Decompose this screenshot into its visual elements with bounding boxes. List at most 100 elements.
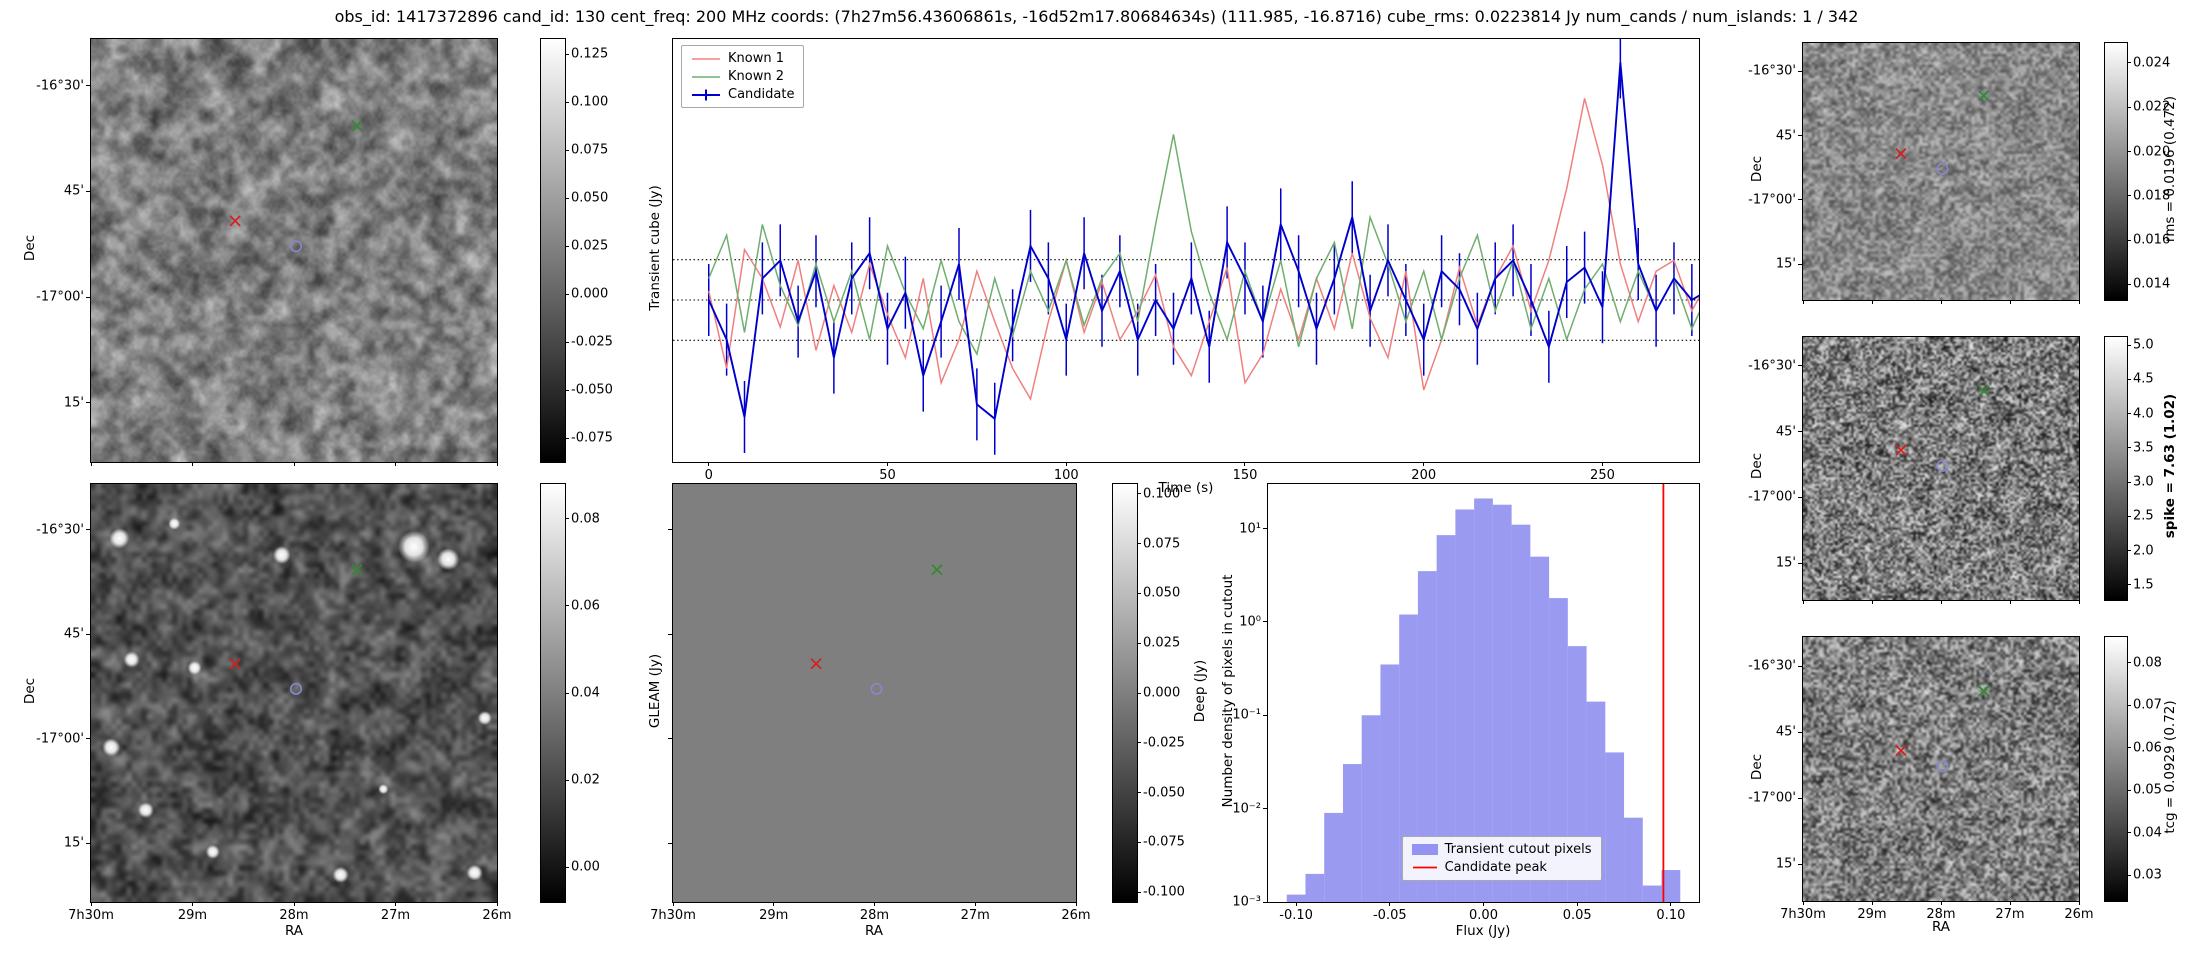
x-tickmark [496,462,498,466]
histogram-bar [1361,715,1381,902]
flux-tick-label: -0.05 [1372,908,1407,923]
colorbar-tick-label: 0.05 [2133,782,2162,798]
dec-tick-label: -16°30' [1748,658,1796,674]
x-tickmark [1802,300,1804,304]
colorbar-tick-label: 0.100 [1143,486,1181,502]
x-tickmark [1802,600,1804,604]
ra-tick-label: 29m [759,908,789,923]
ra-axis-label: RA [1931,919,1951,935]
y-tickmark [86,402,90,404]
x-tickmark [90,902,92,906]
legend-label: Candidate [728,87,795,102]
colorbar-tick-label: 0.02 [571,772,600,788]
colorbar-tickmark [2127,481,2131,483]
known-source-2-marker [351,120,363,132]
colorbar-tick-label: 0.125 [571,46,609,62]
legend-line-sample [1412,866,1437,869]
colorbar-tick-label: -0.100 [1143,884,1185,900]
ra-tick-label: 7h30m [68,908,114,923]
colorbar-tickmark [1137,742,1141,744]
colorbar-tickmark [565,341,569,343]
legend-line-sample [692,57,720,60]
histogram-bar [1474,498,1493,902]
colorbar-tick-label: 0.06 [571,598,600,614]
gleam-cutout-panel: -16°30' 45' -17°00' 15' 7h30m 29m 28m 27m 26m [36,483,512,923]
colorbar-tickmark [1137,792,1141,794]
colorbar-tickmark [2127,239,2131,241]
ra-axis-label: RA [864,923,884,939]
ra-tick-label: 26m [482,908,512,923]
x-tickmark [192,902,193,906]
dec-tick-label: 45' [1775,128,1796,144]
candidate-marker [290,240,303,253]
colorbar-tickmark [565,605,569,607]
colorbar-tick-label: 1.5 [2133,577,2154,593]
colorbar-tickmark [2127,584,2131,586]
known-source-2-marker [931,564,943,576]
dec-tick-label: -17°00' [1748,489,1796,505]
colorbar-tickmark [1137,543,1141,545]
colorbar-tickmark [1137,592,1141,594]
colorbar-tick-label: -0.075 [571,430,613,446]
colorbar-tick-label: 0.04 [571,685,600,701]
colorbar-tickmark [565,197,569,199]
candidate-marker [1936,162,1949,175]
colorbar-tickmark [2127,832,2131,834]
colorbar-tick-label: 0.050 [571,190,609,206]
histogram-bar [1511,524,1531,902]
density-tick-label: 10⁻³ [1232,894,1261,910]
pixel-histogram-panel: -0.10 -0.05 0.00 0.05 0.10 10¹ 10⁰ 10⁻¹ 10⁻² 10⁻³… [1232,483,1700,923]
colorbar-tick-label: 3.5 [2133,440,2154,456]
dec-tick-label: 15' [63,835,84,851]
colorbar-tick-label: 4.5 [2133,371,2154,387]
series-line-2 [708,134,1699,357]
colorbar-tick-label: 0.000 [571,286,609,302]
colorbar-tickmark [565,779,569,781]
x-tickmark [708,462,710,466]
time-axis-label: Time (s) [1158,480,1214,496]
time-tick-label: 250 [1590,468,1615,483]
candidate-errorbars [707,39,1693,455]
tcg-image [1803,637,2079,901]
ra-tick-label: 27m [960,908,990,923]
dec-tick-label: -16°30' [1748,63,1796,79]
colorbar-tick-label: -0.025 [571,334,613,350]
x-tickmark [1075,902,1077,906]
x-tickmark [1601,462,1603,466]
y-tickmark [86,633,90,635]
ra-tick-label: 26m [1061,908,1091,923]
colorbar-tickmark [2127,747,2131,749]
known-source-2-marker [351,564,363,576]
dec-tick-label: 45' [1775,424,1796,440]
colorbar-tick-label: -0.050 [571,382,613,398]
histogram-bar [1642,885,1662,902]
ra-tick-label: 28m [1926,907,1956,922]
histogram-bar [1624,817,1643,902]
legend-item: Candidate peak [1412,860,1592,875]
ra-tick-label: 27m [1995,907,2025,922]
colorbar-tickmark [2127,447,2131,449]
pixel-histogram-plot [1286,484,1681,902]
y-tickmark [86,85,90,87]
time-tick-label: 100 [1053,468,1079,483]
colorbar-tick-label: 0.022 [2133,99,2171,115]
legend-label: Known 2 [728,69,784,84]
x-tickmark [1389,902,1391,906]
deep-colorbar-label: Deep (Jy) [1192,659,1208,723]
source-markers-overlay [1895,385,1990,472]
time-tick-label: 200 [1411,468,1437,483]
colorbar-tick-label: 0.04 [2133,825,2162,841]
transient-cube-cutout-panel: -16°30' 45' -17°00' 15' [36,38,498,466]
histogram-bar [1399,614,1418,902]
colorbar-tickmark [2127,789,2131,791]
tcg-colorbar: 0.08 0.07 0.06 0.05 0.04 0.03 [2104,636,2162,902]
x-tickmark [1670,902,1672,906]
known-source-2-marker [1978,685,1990,697]
known-source-1-marker [810,658,822,670]
rms-colorbar: 0.024 0.022 0.020 0.018 0.016 0.014 [2104,42,2170,301]
ra-tick-label: 28m [859,908,890,923]
colorbar-tick-label: 0.025 [571,238,609,254]
colorbar-tickmark [565,101,569,103]
y-tickmark [1798,365,1802,367]
